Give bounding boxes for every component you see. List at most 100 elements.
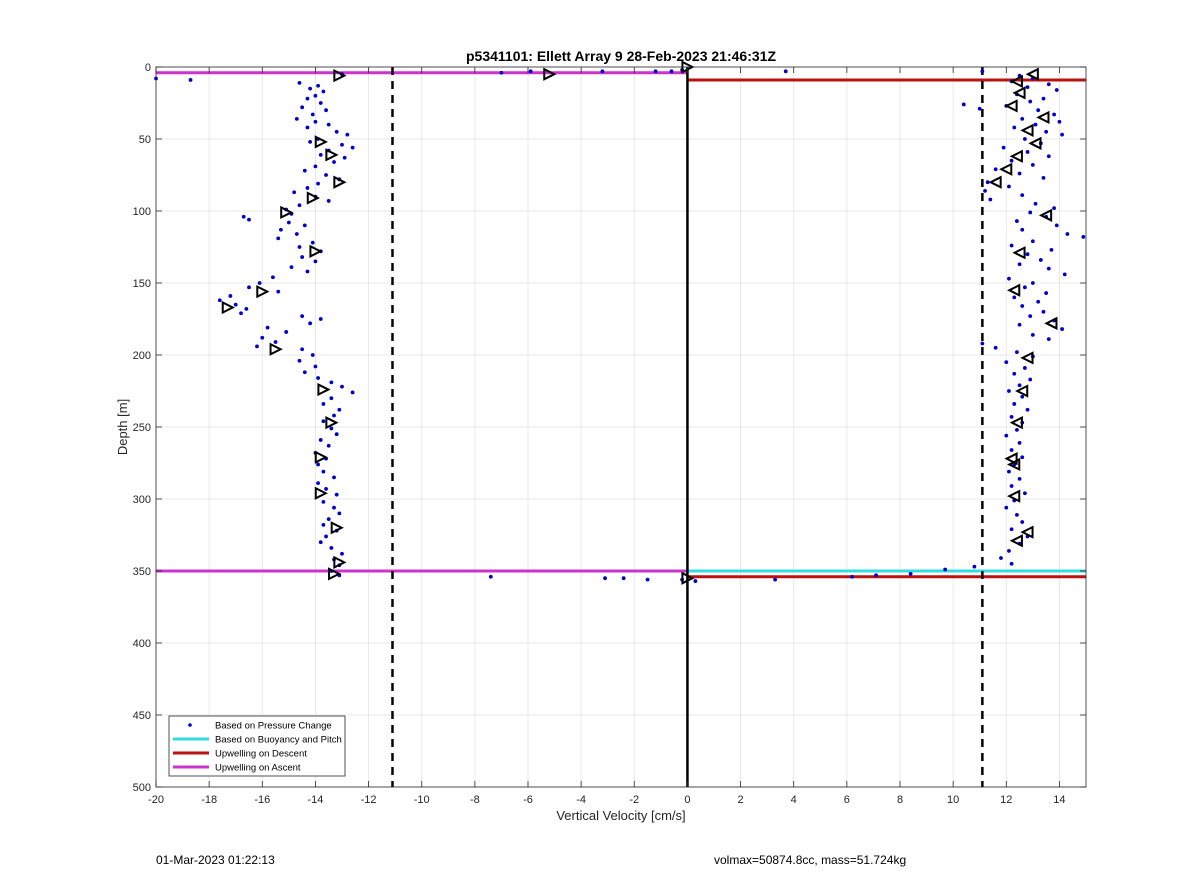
x-tick-label: -2 (629, 794, 639, 806)
pressure-point (1007, 469, 1011, 474)
pressure-point (977, 106, 982, 111)
pressure-point (1009, 484, 1014, 488)
pressure-point (305, 269, 310, 274)
pressure-point (329, 546, 334, 550)
descent-marker (1009, 416, 1023, 430)
descent-marker (1007, 489, 1021, 503)
x-tick-label: -10 (414, 794, 430, 806)
pressure-point (1017, 171, 1022, 176)
y-axis-ticks: 0 50 100 150 200 250 300 350 400 450 500 (133, 62, 1086, 794)
pressure-point (1057, 119, 1062, 124)
pressure-point (1025, 85, 1030, 90)
descent-marker (1004, 452, 1018, 466)
descent-marker (1020, 351, 1034, 365)
pressure-point (233, 302, 238, 307)
descent-marker (1009, 149, 1023, 163)
descent-marker (1036, 110, 1050, 125)
pressure-point (276, 236, 281, 241)
x-tick-label: 14 (1053, 794, 1065, 806)
pressure-point (1004, 360, 1009, 365)
pressure-point (1009, 158, 1014, 163)
pressure-point (265, 325, 270, 330)
y-tick-label: 200 (133, 350, 151, 362)
pressure-point (1007, 548, 1011, 553)
pressure-point (239, 311, 243, 316)
pressure-point (1015, 350, 1019, 355)
pressure-point (313, 259, 318, 264)
legend-label: Upwelling on Descent (215, 749, 307, 760)
pressure-point (1020, 116, 1025, 121)
pressure-point (1044, 291, 1049, 295)
x-tick-label: 10 (947, 794, 959, 806)
pressure-point (1001, 145, 1006, 150)
x-tick-label: -4 (576, 794, 586, 806)
pressure-point (1009, 448, 1014, 452)
pressure-point (1046, 266, 1051, 271)
pressure-point (1015, 219, 1019, 223)
pressure-point (1017, 383, 1022, 388)
y-tick-label: 300 (133, 494, 151, 506)
pressure-point (294, 232, 299, 236)
pressure-point (1052, 206, 1057, 211)
pressure-point (321, 419, 326, 424)
descent-marker (1007, 457, 1021, 472)
pressure-point (340, 551, 344, 556)
y-tick-label: 250 (133, 422, 151, 434)
pressure-point (850, 574, 855, 579)
pressure-point (1025, 150, 1030, 154)
x-axis-label: Vertical Velocity [cm/s] (556, 808, 685, 823)
pressure-point (1022, 366, 1027, 370)
pressure-point (244, 307, 249, 311)
descent-marker (1012, 86, 1026, 100)
descent-marker (1038, 208, 1053, 222)
pressure-point (300, 347, 305, 352)
pressure-point (1060, 132, 1064, 137)
ascent-marker (333, 555, 347, 569)
pressure-point (999, 556, 1003, 560)
y-tick-label: 450 (133, 710, 151, 722)
pressure-point (305, 125, 310, 130)
x-tick-label: -20 (148, 794, 164, 806)
pressure-point (1036, 108, 1041, 113)
descent-marker (988, 175, 1002, 189)
pressure-point (1020, 227, 1025, 232)
pressure-point (1012, 402, 1017, 406)
pressure-point (645, 577, 650, 582)
descent-marker (1025, 67, 1039, 81)
pressure-point (297, 80, 302, 85)
pressure-point (961, 102, 966, 107)
pressure-point (302, 168, 307, 173)
pressure-point (988, 197, 993, 202)
pressure-point (313, 164, 318, 169)
pressure-point (310, 240, 315, 245)
y-axis-label: Depth [m] (115, 399, 130, 455)
pressure-point (308, 139, 313, 144)
pressure-point (1028, 210, 1033, 215)
descent-marker (1028, 136, 1042, 150)
pressure-point (305, 186, 310, 190)
pressure-point (1022, 285, 1027, 290)
pressure-point (1025, 407, 1030, 412)
pressure-point (1017, 262, 1022, 267)
pressure-point (257, 281, 262, 285)
pressure-point (345, 132, 350, 137)
legend-label: Upwelling on Ascent (215, 763, 301, 774)
descent-marker (1020, 123, 1034, 137)
pressure-point (600, 69, 605, 74)
pressure-point (528, 69, 533, 74)
pressure-point (318, 317, 323, 321)
descent-marker (1012, 246, 1026, 260)
pressure-point (1036, 299, 1041, 304)
pressure-point (321, 523, 326, 527)
pressure-point (943, 567, 948, 572)
pressure-point (228, 294, 233, 298)
pressure-point (1062, 272, 1067, 277)
pressure-point (1041, 175, 1046, 180)
pressure-point (621, 576, 626, 581)
pressure-point (1028, 377, 1033, 382)
pressure-point (874, 573, 878, 578)
legend-label: Based on Pressure Change (215, 721, 332, 732)
pressure-point (247, 217, 251, 222)
pressure-point (321, 402, 326, 406)
pressure-point (1017, 440, 1022, 445)
